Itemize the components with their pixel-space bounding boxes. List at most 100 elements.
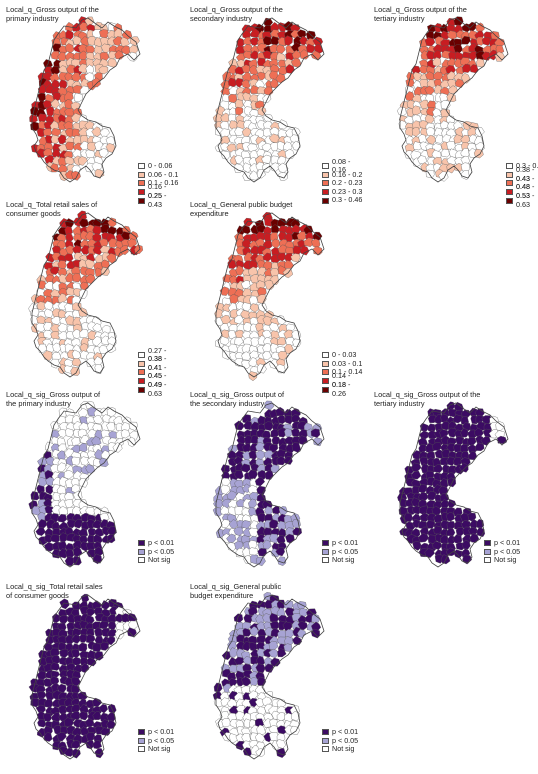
county-region [134, 244, 143, 254]
county-region [80, 245, 90, 255]
county-region [481, 51, 492, 61]
county-region [255, 450, 266, 460]
county-region [404, 150, 414, 159]
county-region [234, 126, 245, 136]
county-region [43, 321, 53, 331]
county-region [284, 414, 293, 425]
legend-swatch [322, 729, 329, 736]
county-region [275, 547, 285, 557]
county-region [262, 50, 272, 60]
county-region [112, 36, 124, 46]
choropleth-map [29, 16, 141, 183]
legend-item: Not sig [138, 745, 174, 754]
legend-item: 0.2 - 0.23 [322, 179, 366, 188]
county-region [50, 134, 61, 144]
county-region [404, 512, 413, 523]
legend-swatch [484, 557, 491, 564]
choropleth-map [28, 210, 143, 378]
county-region [241, 351, 251, 361]
county-region [229, 647, 239, 658]
legend-label: p < 0.05 [332, 546, 359, 556]
county-region [424, 548, 435, 558]
county-region [108, 238, 118, 248]
panel-title: Local_q_Gross output of the secondary in… [190, 5, 283, 23]
legend-item: 0.41 - 0.45 [138, 363, 182, 380]
legend-label: Not sig [148, 555, 171, 565]
county-region [411, 470, 422, 480]
county-region [313, 245, 323, 256]
legend-item: 0.18 - 0.26 [322, 380, 366, 398]
legend-item: 0.14 - 0.18 [322, 372, 366, 389]
county-region [30, 697, 40, 708]
legend-label: Not sig [148, 744, 171, 754]
county-region [425, 169, 435, 179]
county-region [426, 134, 436, 145]
legend-item: p < 0.01 [484, 538, 520, 548]
county-region [445, 512, 455, 522]
legend-label: 0.48 - 0.53 [515, 182, 535, 201]
legend: p < 0.01 p < 0.05 Not sig [138, 538, 175, 565]
county-region [262, 539, 272, 550]
county-region [226, 490, 237, 501]
legend-label: p < 0.01 [148, 727, 175, 736]
county-region [57, 548, 69, 559]
county-region [31, 506, 41, 516]
county-region [37, 92, 46, 102]
county-region [461, 36, 471, 45]
county-region [73, 518, 84, 529]
map-panel-q-secondary: Local_q_Gross output of the secondary in… [190, 5, 366, 204]
county-region [264, 470, 274, 480]
county-region [262, 127, 272, 138]
legend-swatch [322, 557, 329, 564]
county-region [249, 37, 260, 46]
county-region [481, 37, 492, 46]
legend-swatch [138, 189, 145, 196]
county-region [74, 92, 84, 103]
county-region [219, 336, 230, 346]
county-region [418, 532, 429, 543]
county-region [292, 338, 302, 347]
county-region [29, 114, 38, 124]
county-region [412, 541, 423, 551]
legend-item: 0.3 - 0.46 [322, 196, 366, 205]
county-region [453, 549, 464, 559]
county-region [285, 533, 295, 544]
legend-item: p < 0.05 [322, 736, 358, 746]
county-region [411, 127, 421, 137]
map-panel-q-retail: Local_q_Total retail sales of consumer g… [6, 200, 182, 397]
county-region [43, 329, 53, 339]
region-outline [31, 402, 141, 568]
county-region [49, 266, 60, 276]
county-region [250, 677, 260, 686]
county-region [65, 428, 74, 438]
county-region [228, 664, 238, 673]
county-region [278, 66, 287, 75]
legend-item: p < 0.01 [322, 727, 358, 737]
county-region [247, 469, 258, 479]
panel-title: Local_q_Gross output of the tertiary ind… [374, 5, 467, 23]
county-region [226, 533, 237, 543]
county-region [433, 464, 444, 473]
county-region [51, 429, 60, 439]
county-region [235, 740, 246, 751]
legend-label: 0.2 - 0.23 [332, 178, 363, 188]
county-region [92, 225, 102, 235]
county-region [269, 732, 280, 741]
legend-swatch [322, 171, 329, 178]
legend-swatch [138, 352, 145, 359]
legend-item: 0.23 - 0.3 [322, 187, 366, 197]
legend-item: 0.06 - 0.1 [138, 170, 182, 180]
county-region [453, 134, 463, 144]
county-region [475, 442, 485, 451]
county-region [56, 732, 67, 742]
county-region [70, 112, 81, 123]
legend: 0 - 0.03 0.03 - 0.1 0.1 - 0.14 0.14 - 0.18 0… [322, 350, 366, 398]
legend-label: p < 0.05 [148, 546, 175, 556]
legend-swatch [484, 540, 491, 547]
legend-item: 0 - 0.03 [322, 350, 366, 360]
county-region [418, 65, 430, 74]
county-region [292, 635, 303, 645]
county-region [256, 724, 266, 735]
county-region [72, 272, 82, 283]
county-region [42, 350, 53, 361]
